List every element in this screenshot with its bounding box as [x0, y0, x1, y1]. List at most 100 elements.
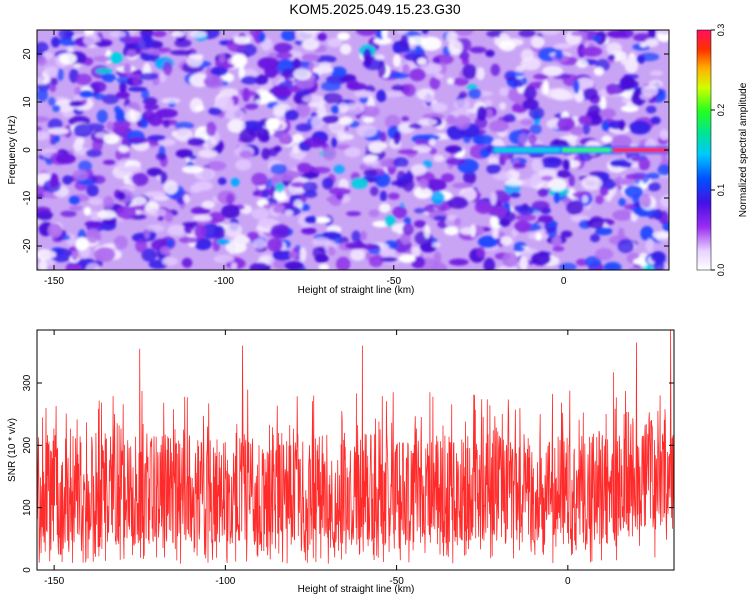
- heatmap-cell: [281, 30, 297, 41]
- heatmap-cell: [476, 67, 485, 80]
- heatmap-cell: [548, 221, 558, 227]
- heatmap-cell: [117, 191, 126, 201]
- heatmap-cell: [592, 35, 601, 42]
- snr-x-tick-label: 0: [565, 576, 571, 587]
- heatmap-cell: [174, 121, 195, 130]
- heatmap-cell: [426, 178, 447, 192]
- snr-x-axis-label: Height of straight line (km): [298, 584, 415, 595]
- heatmap-cell: [86, 228, 100, 244]
- heatmap-cell: [445, 145, 463, 153]
- heatmap-cell: [328, 246, 336, 256]
- heatmap-x-tick-label: -150: [44, 276, 64, 287]
- heatmap-cell: [336, 256, 351, 270]
- heatmap-cell: [429, 148, 437, 155]
- heatmap-cell: [632, 194, 640, 204]
- heatmap-cell: [653, 260, 665, 270]
- heatmap-cell: [296, 162, 312, 173]
- heatmap-cell: [388, 192, 400, 200]
- heatmap-cell: [52, 104, 61, 113]
- heatmap-cell: [594, 248, 614, 261]
- heatmap-cell: [346, 211, 361, 217]
- heatmap-cell: [469, 46, 487, 54]
- snr-y-tick-label: 0: [22, 567, 33, 573]
- heatmap-cell: [132, 73, 140, 86]
- heatmap-cell: [72, 169, 89, 181]
- heatmap-cell: [155, 152, 167, 161]
- heatmap-x-ticks: -150 -100 -50 0: [44, 30, 567, 287]
- heatmap-cell: [313, 216, 331, 224]
- heatmap-cell: [454, 30, 474, 36]
- heatmap-cell: [584, 256, 602, 268]
- heatmap-cell: [179, 236, 200, 244]
- heatmap-cell: [445, 157, 466, 166]
- heatmap-cell: [284, 261, 304, 270]
- heatmap-cell: [255, 74, 269, 86]
- heatmap-cell: [75, 237, 89, 251]
- heatmap-cell: [528, 134, 537, 146]
- heatmap-cell: [88, 198, 103, 206]
- heatmap-cell: [238, 65, 245, 80]
- heatmap-cell: [268, 86, 291, 96]
- heatmap-cell: [242, 87, 251, 102]
- heatmap-cell: [97, 209, 116, 220]
- heatmap-cell: [582, 87, 598, 100]
- heatmap-cell: [580, 46, 603, 57]
- heatmap-cell: [520, 57, 541, 71]
- heatmap-cell: [620, 52, 628, 65]
- heatmap-cell: [317, 104, 327, 119]
- heatmap-x-tick-label: -100: [214, 276, 234, 287]
- heatmap-y-tick-label: 20: [22, 48, 33, 60]
- heatmap-cell: [78, 160, 92, 173]
- heatmap-cell: [299, 247, 307, 262]
- heatmap-cell: [261, 188, 270, 198]
- heatmap-cell: [628, 266, 645, 270]
- heatmap-cell: [161, 97, 181, 104]
- heatmap-cell: [74, 137, 85, 145]
- heatmap-cell: [270, 224, 290, 239]
- heatmap-cell: [103, 195, 115, 209]
- heatmap-cell: [198, 149, 218, 159]
- heatmap-cell: [215, 96, 234, 110]
- snr-y-tick-label: 300: [22, 374, 33, 391]
- heatmap-cell: [162, 61, 173, 76]
- heatmap-cell: [498, 218, 511, 227]
- heatmap-cell: [111, 121, 127, 134]
- heatmap-cell: [210, 66, 228, 77]
- snr-x-tick-label: -100: [215, 576, 235, 587]
- heatmap-cell: [572, 191, 591, 198]
- heatmap-cell: [659, 129, 669, 141]
- heatmap-cell: [420, 62, 443, 74]
- heatmap-cell: [454, 99, 471, 110]
- heatmap-y-tick-label: -10: [22, 190, 33, 205]
- heatmap-cell: [448, 40, 463, 55]
- heatmap-cell: [514, 220, 531, 233]
- heatmap-cell: [368, 255, 384, 268]
- heatmap-cell: [645, 238, 654, 253]
- heatmap-cell: [408, 123, 422, 129]
- heatmap-cell: [522, 98, 539, 110]
- heatmap-cell: [251, 172, 268, 187]
- heatmap-cell: [181, 221, 199, 228]
- heatmap-cell: [490, 63, 501, 76]
- heatmap-cell: [523, 85, 537, 100]
- heatmap-cell: [171, 31, 185, 38]
- heatmap-x-axis-label: Height of straight line (km): [298, 285, 415, 296]
- heatmap-cell: [431, 242, 441, 248]
- heatmap-cell: [64, 30, 75, 38]
- heatmap-cell: [459, 91, 468, 99]
- heatmap-cell: [650, 116, 661, 125]
- heatmap-cell: [657, 30, 669, 35]
- heatmap-cell: [37, 75, 51, 85]
- heatmap-cell: [392, 206, 408, 219]
- heatmap-cell: [144, 191, 165, 197]
- heatmap-cell: [312, 66, 333, 75]
- heatmap-cell: [431, 191, 445, 205]
- snr-frame: [36, 329, 675, 571]
- heatmap-cell: [103, 133, 120, 145]
- heatmap-cell: [189, 30, 207, 38]
- heatmap-cell: [331, 66, 347, 78]
- heatmap-cell: [640, 226, 654, 241]
- heatmap-cell: [498, 40, 516, 52]
- heatmap-cell: [530, 251, 551, 266]
